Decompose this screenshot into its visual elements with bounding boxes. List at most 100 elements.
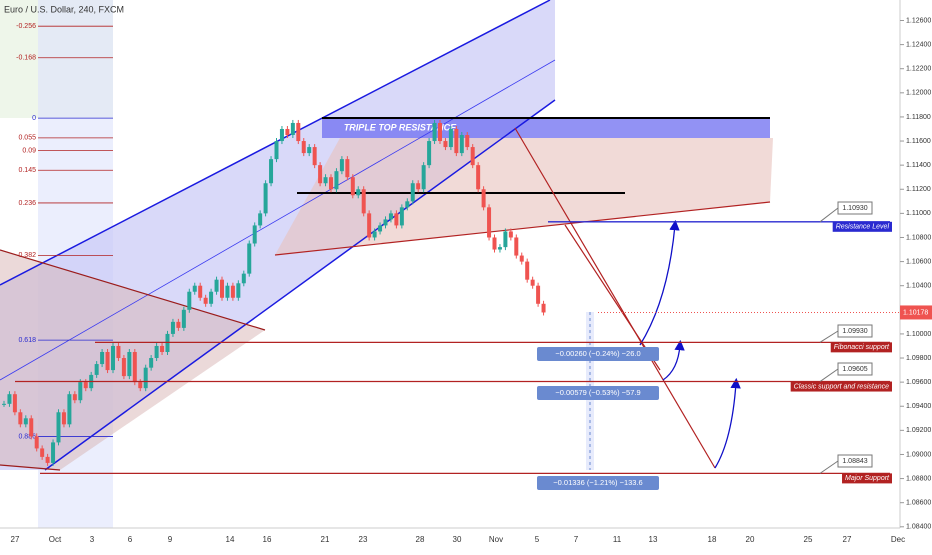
candle: [508, 231, 513, 238]
candle: [78, 382, 83, 401]
level-name: Classic support and resistance: [794, 383, 889, 390]
y-tick-label: 1.11000: [906, 210, 931, 217]
candle: [225, 285, 230, 298]
pattern-label: TRIPLE TOP RESISTANCE: [344, 122, 457, 132]
candle: [530, 279, 535, 286]
candle: [301, 141, 306, 154]
candle: [269, 159, 274, 184]
fib-label: 0.886: [18, 433, 36, 440]
candle: [503, 231, 508, 248]
y-tick-label: 1.12000: [906, 90, 931, 97]
candle: [339, 159, 344, 172]
y-tick-label: 1.08400: [906, 524, 931, 531]
candle: [72, 394, 77, 401]
candle: [100, 352, 105, 365]
candle: [170, 321, 175, 334]
x-tick-label: 21: [321, 535, 330, 544]
candle: [367, 213, 372, 238]
y-tick-label: 1.11400: [906, 162, 931, 169]
level-name-box: [830, 342, 892, 353]
fib-label: 0.09: [22, 147, 36, 154]
candle: [410, 183, 415, 202]
x-tick-label: 14: [226, 535, 235, 544]
candle: [198, 285, 203, 298]
desc-channel-line: [0, 249, 266, 331]
y-tick-label: 1.09600: [906, 379, 931, 386]
candle: [394, 213, 399, 226]
wedge-fill: [275, 138, 773, 255]
candle: [247, 243, 252, 274]
candle: [470, 147, 475, 166]
trend-line: [564, 224, 661, 371]
y-tick-label: 1.11800: [906, 114, 931, 121]
candle: [487, 207, 492, 238]
candle: [329, 177, 333, 190]
price-callout-label: 1.09605: [842, 366, 867, 373]
arrow: [714, 377, 741, 469]
arrow: [639, 219, 680, 346]
level-name-box: [790, 381, 892, 392]
candle: [203, 297, 208, 304]
x-tick-label: 20: [746, 535, 755, 544]
candle: [214, 279, 219, 292]
candle: [241, 273, 246, 284]
candle: [514, 237, 519, 256]
x-tick-label: 23: [359, 535, 368, 544]
arrow: [662, 339, 685, 381]
candle: [154, 345, 159, 359]
x-tick-label: 5: [535, 535, 540, 544]
candle: [12, 394, 17, 413]
last-price-box: [900, 305, 932, 320]
drawings: 1.12600 1.12400 1.12200 1.12000 1.11800 1.116…: [2, 17, 932, 544]
candle: [492, 237, 497, 250]
price-callout: [837, 362, 873, 376]
level-name-box: [832, 221, 892, 232]
candle: [536, 285, 541, 304]
x-tick-label: Dec: [891, 535, 905, 544]
trend-line: [514, 127, 716, 469]
x-tick-label: 6: [128, 535, 133, 544]
callout: [819, 330, 839, 343]
y-tick-label: 1.10000: [906, 331, 931, 338]
candle: [405, 201, 410, 208]
candle: [105, 352, 110, 371]
fib-label: 0.055: [18, 135, 36, 142]
y-tick-label: 1.09200: [906, 427, 931, 434]
candle: [438, 122, 442, 142]
candle: [497, 247, 502, 250]
candle: [312, 147, 317, 166]
callout: [819, 460, 839, 474]
x-tick-label: 16: [263, 535, 272, 544]
candle: [399, 207, 404, 226]
price-callout: [837, 454, 873, 468]
fib-label: -0.256: [16, 23, 36, 30]
wedge-line: [274, 201, 771, 256]
level-name-box: [842, 473, 892, 484]
candle: [7, 394, 12, 404]
fib-label: 0.236: [18, 200, 36, 207]
x-tick-label: 3: [90, 535, 95, 544]
candle: [83, 382, 88, 389]
x-tick-label: 9: [168, 535, 173, 544]
desc-channel-line: [0, 464, 61, 471]
y-tick-label: 1.11200: [906, 186, 931, 193]
y-tick-label: 1.10800: [906, 234, 931, 241]
candle: [187, 291, 192, 310]
channel-lower: [44, 99, 556, 471]
candle: [143, 367, 148, 389]
candle: [149, 358, 154, 368]
candle: [160, 345, 165, 352]
y-tick-label: 1.10400: [906, 283, 931, 290]
y-tick-label: 1.08600: [906, 500, 931, 507]
candle: [388, 213, 393, 220]
candle: [345, 159, 350, 178]
level-name: Fibonacci support: [834, 344, 890, 351]
x-tick-label: 30: [453, 535, 462, 544]
x-tick-label: 11: [613, 535, 622, 544]
candle: [176, 321, 181, 328]
y-tick-label: 1.12200: [906, 66, 931, 73]
price-callout-label: 1.09930: [842, 328, 867, 335]
x-tick-label: 25: [804, 535, 813, 544]
y-tick-label: 1.09400: [906, 403, 931, 410]
